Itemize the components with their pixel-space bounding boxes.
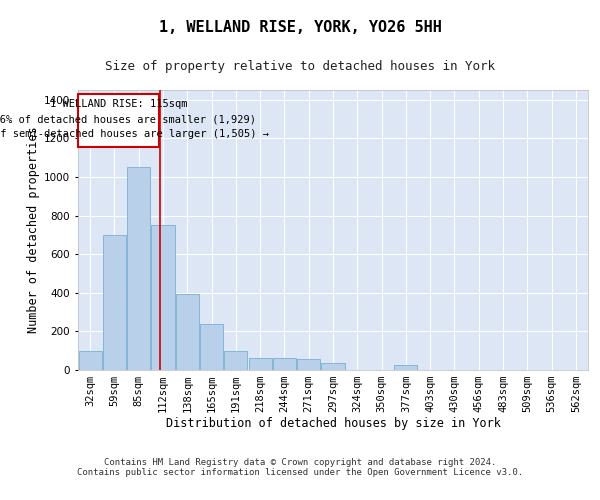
X-axis label: Distribution of detached houses by size in York: Distribution of detached houses by size … [166,416,500,430]
Text: 1 WELLAND RISE: 115sqm: 1 WELLAND RISE: 115sqm [50,100,187,110]
Y-axis label: Number of detached properties: Number of detached properties [27,126,40,334]
Bar [151,225,175,370]
Bar [273,358,296,370]
Bar [297,360,320,370]
Bar [103,235,126,370]
Bar [248,358,272,370]
Bar [127,167,150,370]
Bar [394,365,418,370]
FancyBboxPatch shape [79,94,158,147]
Bar [224,350,247,370]
Bar [176,294,199,370]
Text: Size of property relative to detached houses in York: Size of property relative to detached ho… [105,60,495,73]
Bar [79,350,101,370]
Text: Contains HM Land Registry data © Crown copyright and database right 2024.
Contai: Contains HM Land Registry data © Crown c… [77,458,523,477]
Text: 1, WELLAND RISE, YORK, YO26 5HH: 1, WELLAND RISE, YORK, YO26 5HH [158,20,442,35]
Bar [200,324,223,370]
Text: 43% of semi-detached houses are larger (1,505) →: 43% of semi-detached houses are larger (… [0,128,269,138]
Text: ← 56% of detached houses are smaller (1,929): ← 56% of detached houses are smaller (1,… [0,114,256,124]
Bar [322,363,344,370]
